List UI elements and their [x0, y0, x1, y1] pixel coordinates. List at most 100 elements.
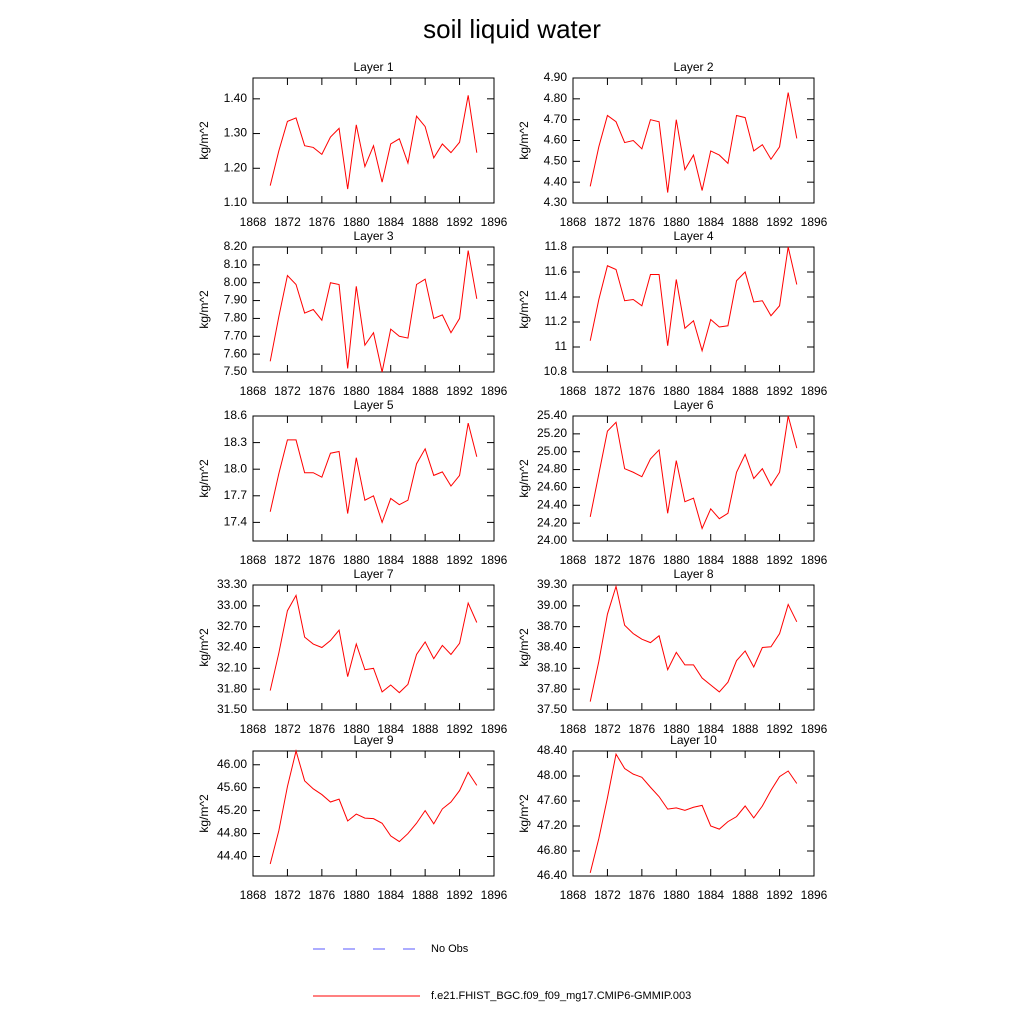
x-tick-label: 1876: [309, 553, 336, 567]
x-tick-label: 1880: [343, 888, 370, 902]
y-tick-label: 8.00: [224, 275, 248, 289]
plot-frame: [252, 584, 495, 711]
y-tick-label: 44.40: [217, 849, 247, 863]
x-tick-label: 1896: [801, 722, 828, 736]
x-tick-label: 1876: [309, 384, 336, 398]
x-tick-label: 1892: [766, 888, 793, 902]
figure-title: soil liquid water: [423, 14, 601, 44]
panel-title: Layer 7: [353, 567, 393, 581]
y-tick-label: 46.40: [537, 868, 567, 882]
x-tick-label: 1880: [343, 384, 370, 398]
data-line: [269, 422, 478, 524]
y-tick-label: 10.8: [544, 364, 568, 378]
x-tick-label: 1872: [594, 215, 621, 229]
data-line: [269, 95, 478, 190]
y-tick-label: 37.50: [537, 702, 567, 716]
x-tick-label: 1892: [766, 384, 793, 398]
y-tick-label: 25.40: [537, 408, 567, 422]
y-tick-label: 45.20: [217, 803, 247, 817]
panel-title: Layer 4: [673, 229, 713, 243]
x-tick-label: 1892: [446, 384, 473, 398]
x-tick-label: 1872: [594, 888, 621, 902]
y-tick-label: 44.80: [217, 826, 247, 840]
x-tick-label: 1884: [377, 722, 404, 736]
x-tick-label: 1872: [274, 722, 301, 736]
data-line: [589, 415, 798, 530]
x-tick-label: 1880: [663, 384, 690, 398]
x-tick-label: 1892: [446, 215, 473, 229]
x-tick-label: 1892: [446, 553, 473, 567]
plot-frame: [252, 246, 495, 373]
data-line: [589, 92, 798, 193]
y-tick-label: 18.6: [224, 408, 248, 422]
plot-frame: [572, 77, 815, 204]
y-tick-label: 7.60: [224, 346, 248, 360]
x-tick-label: 1884: [377, 553, 404, 567]
y-tick-label: 47.60: [537, 793, 567, 807]
y-tick-label: 17.4: [224, 515, 248, 529]
x-tick-label: 1868: [240, 888, 267, 902]
y-tick-label: 24.60: [537, 480, 567, 494]
x-tick-label: 1888: [412, 215, 439, 229]
x-tick-label: 1888: [732, 384, 759, 398]
y-tick-label: 11.2: [545, 314, 568, 328]
y-tick-label: 32.40: [217, 640, 247, 654]
y-axis-label: kg/m^2: [517, 290, 531, 329]
y-tick-label: 47.20: [537, 818, 567, 832]
x-tick-label: 1888: [412, 888, 439, 902]
y-tick-label: 18.0: [224, 461, 248, 475]
panel-title: Layer 9: [353, 733, 393, 747]
y-tick-label: 38.70: [537, 619, 567, 633]
x-tick-label: 1880: [663, 553, 690, 567]
y-tick-label: 11: [555, 339, 568, 353]
x-tick-label: 1888: [732, 722, 759, 736]
y-tick-label: 7.50: [224, 364, 248, 378]
x-tick-label: 1868: [560, 888, 587, 902]
y-tick-label: 37.80: [537, 681, 567, 695]
data-line: [269, 594, 478, 694]
x-tick-label: 1872: [274, 553, 301, 567]
x-tick-label: 1896: [481, 384, 508, 398]
data-line: [589, 752, 798, 873]
y-tick-label: 38.40: [537, 640, 567, 654]
y-tick-label: 25.20: [537, 426, 567, 440]
y-tick-label: 39.00: [537, 598, 567, 612]
y-tick-label: 46.00: [217, 757, 247, 771]
panel-title: Layer 2: [673, 60, 713, 74]
x-tick-label: 1872: [594, 384, 621, 398]
x-tick-label: 1892: [446, 722, 473, 736]
y-tick-label: 48.40: [537, 743, 567, 757]
x-tick-label: 1884: [377, 215, 404, 229]
y-axis-label: kg/m^2: [197, 290, 211, 329]
y-axis-label: kg/m^2: [517, 459, 531, 498]
x-tick-label: 1896: [481, 215, 508, 229]
y-axis-label: kg/m^2: [517, 628, 531, 667]
x-tick-label: 1880: [343, 722, 370, 736]
x-tick-label: 1880: [663, 722, 690, 736]
y-tick-label: 11.8: [545, 239, 568, 253]
panel-title: Layer 3: [353, 229, 393, 243]
x-tick-label: 1876: [309, 215, 336, 229]
legend-label: No Obs: [431, 943, 469, 955]
x-tick-label: 1896: [481, 553, 508, 567]
y-axis-label: kg/m^2: [197, 121, 211, 160]
x-tick-label: 1884: [377, 384, 404, 398]
y-tick-label: 7.80: [224, 311, 248, 325]
x-tick-label: 1884: [697, 215, 724, 229]
x-tick-label: 1876: [629, 553, 656, 567]
y-axis-label: kg/m^2: [197, 628, 211, 667]
y-tick-label: 46.80: [537, 843, 567, 857]
y-tick-label: 33.30: [217, 577, 247, 591]
y-tick-label: 17.7: [224, 488, 248, 502]
x-tick-label: 1876: [629, 888, 656, 902]
plot-frame: [252, 750, 495, 877]
x-tick-label: 1868: [560, 215, 587, 229]
y-tick-label: 24.20: [537, 515, 567, 529]
x-tick-label: 1880: [663, 215, 690, 229]
y-tick-label: 4.90: [544, 70, 568, 84]
x-tick-label: 1872: [594, 722, 621, 736]
x-tick-label: 1880: [343, 215, 370, 229]
x-tick-label: 1888: [412, 384, 439, 398]
x-tick-label: 1868: [560, 553, 587, 567]
